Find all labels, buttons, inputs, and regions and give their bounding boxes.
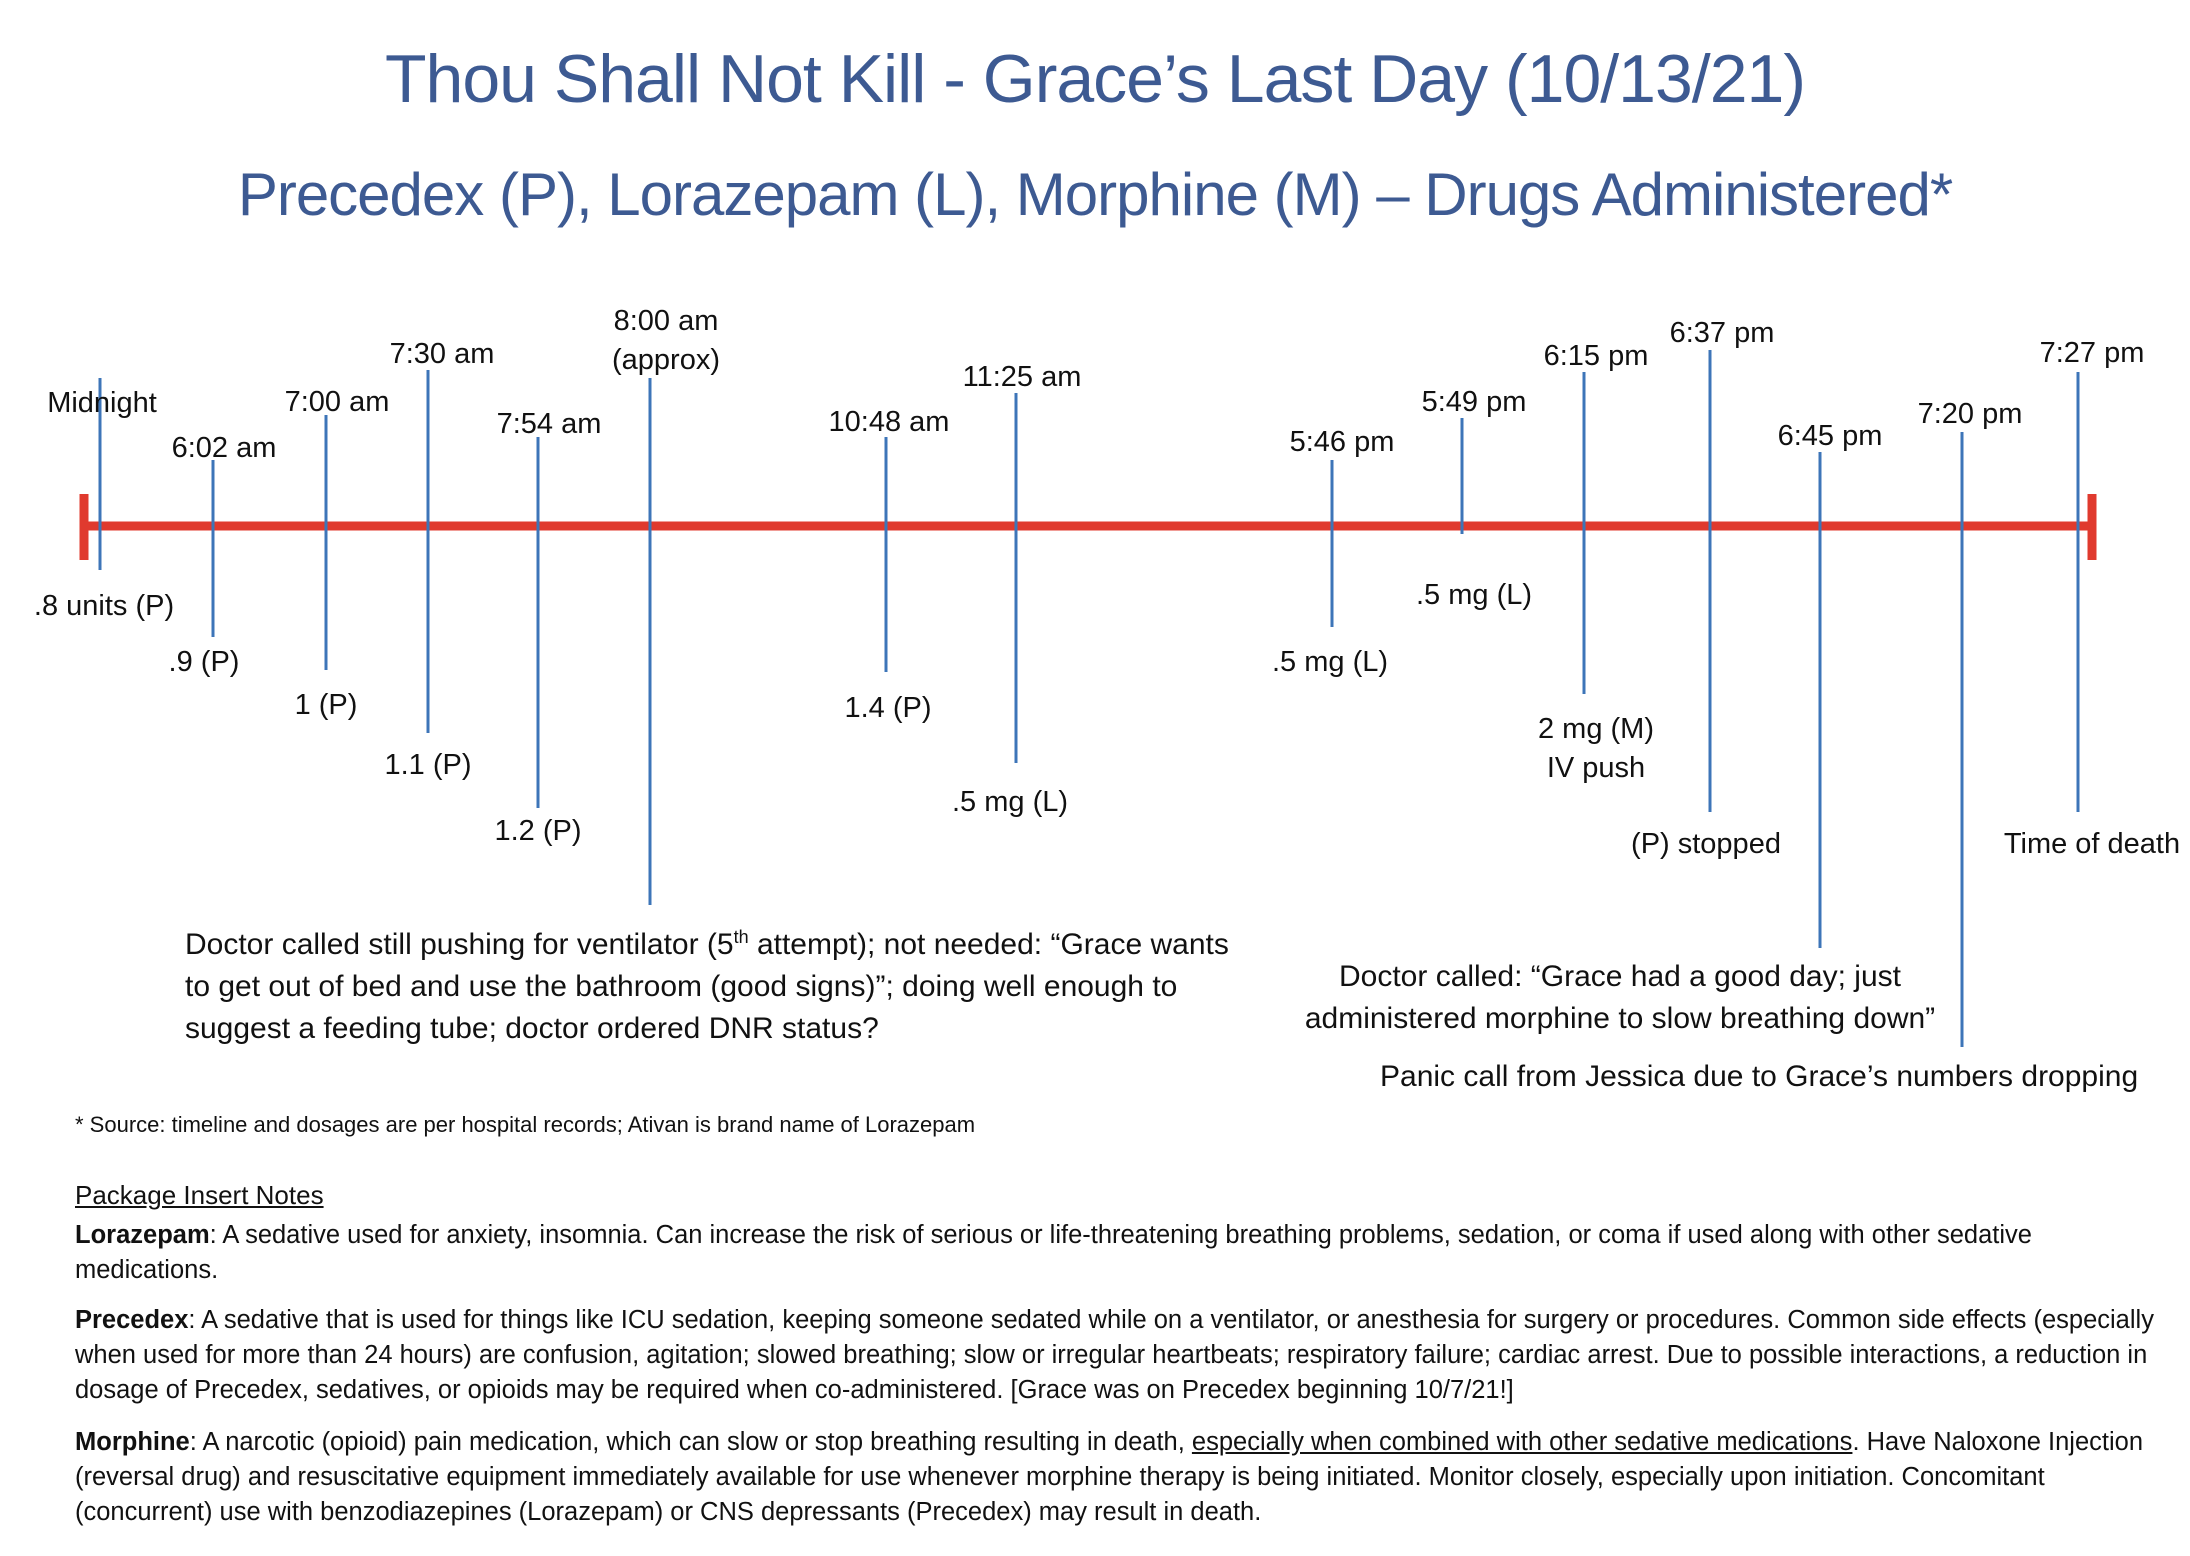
- event-dose-label: .5 mg (L): [952, 786, 1068, 818]
- event-time-label: 7:54 am: [497, 408, 602, 440]
- event-dose-label: 2 mg (M): [1538, 713, 1654, 745]
- drug-description: : A sedative that is used for things lik…: [75, 1306, 2154, 1404]
- event-dose-label: .5 mg (L): [1272, 646, 1388, 678]
- drug-label: Lorazepam: [75, 1221, 210, 1249]
- drug-description: : A sedative used for anxiety, insomnia.…: [75, 1221, 2032, 1284]
- note-doctor-call-morning: Doctor called still pushing for ventilat…: [185, 916, 1245, 1050]
- event-time-label: 6:37 pm: [1670, 317, 1775, 349]
- event-dose-label: .8 units (P): [34, 590, 174, 622]
- drug-label: Precedex: [75, 1306, 189, 1334]
- event-time-label: 10:48 am: [829, 406, 950, 438]
- event-dose-label: .9 (P): [169, 646, 240, 678]
- event-time-label: 7:27 pm: [2040, 337, 2145, 369]
- drug-label: Morphine: [75, 1428, 190, 1456]
- event-time-label: 6:45 pm: [1778, 420, 1883, 452]
- drug-description: . Have Naloxone Injection (reversal drug…: [75, 1428, 2144, 1526]
- event-dose-label: 1.4 (P): [844, 692, 931, 724]
- event-time-label: 8:00 am: [614, 305, 719, 337]
- precedex-note: Precedex: A sedative that is used for th…: [75, 1303, 2155, 1408]
- page-subtitle: Precedex (P), Lorazepam (L), Morphine (M…: [237, 161, 1953, 228]
- event-time-label: 5:49 pm: [1422, 386, 1527, 418]
- morphine-note: Morphine: A narcotic (opioid) pain medic…: [75, 1425, 2155, 1530]
- event-dose-detail: IV push: [1547, 752, 1645, 784]
- event-dose-label: .5 mg (L): [1416, 579, 1532, 611]
- event-time-label: 5:46 pm: [1290, 426, 1395, 458]
- drug-warning-underlined: especially when combined with other seda…: [1191, 1428, 1853, 1456]
- page-title: Thou Shall Not Kill - Grace’s Last Day (…: [385, 41, 1806, 117]
- drug-description: : A narcotic (opioid) pain medication, w…: [189, 1428, 1192, 1456]
- event-time-label: 6:02 am: [172, 432, 277, 464]
- event-dose-label: Time of death: [2004, 828, 2180, 860]
- note-superscript: th: [733, 927, 749, 947]
- note-text: attempt); not needed: “Grace wants to ge…: [185, 928, 1229, 1045]
- event-dose-label: 1.1 (P): [384, 749, 471, 781]
- event-dose-label: 1 (P): [295, 689, 358, 721]
- event-time-label: 6:15 pm: [1544, 340, 1649, 372]
- event-time-qualifier: (approx): [612, 344, 720, 376]
- event-time-label: 7:30 am: [390, 338, 495, 370]
- note-text: Doctor called still pushing for ventilat…: [185, 928, 734, 961]
- event-time-label: 11:25 am: [963, 361, 1082, 393]
- lorazepam-note: Lorazepam: A sedative used for anxiety, …: [75, 1218, 2155, 1288]
- package-insert-heading: Package Insert Notes: [75, 1180, 324, 1210]
- source-footnote: * Source: timeline and dosages are per h…: [75, 1112, 976, 1137]
- note-panic-call: Panic call from Jessica due to Grace’s n…: [1380, 1060, 2139, 1093]
- event-time-label: 7:20 pm: [1918, 398, 2023, 430]
- event-dose-label: 1.2 (P): [494, 815, 581, 847]
- event-time-label: 7:00 am: [285, 386, 390, 418]
- note-doctor-call-evening: Doctor called: “Grace had a good day; ju…: [1304, 960, 1936, 1035]
- event-dose-label: (P) stopped: [1631, 828, 1781, 860]
- event-time-label: Midnight: [47, 387, 157, 419]
